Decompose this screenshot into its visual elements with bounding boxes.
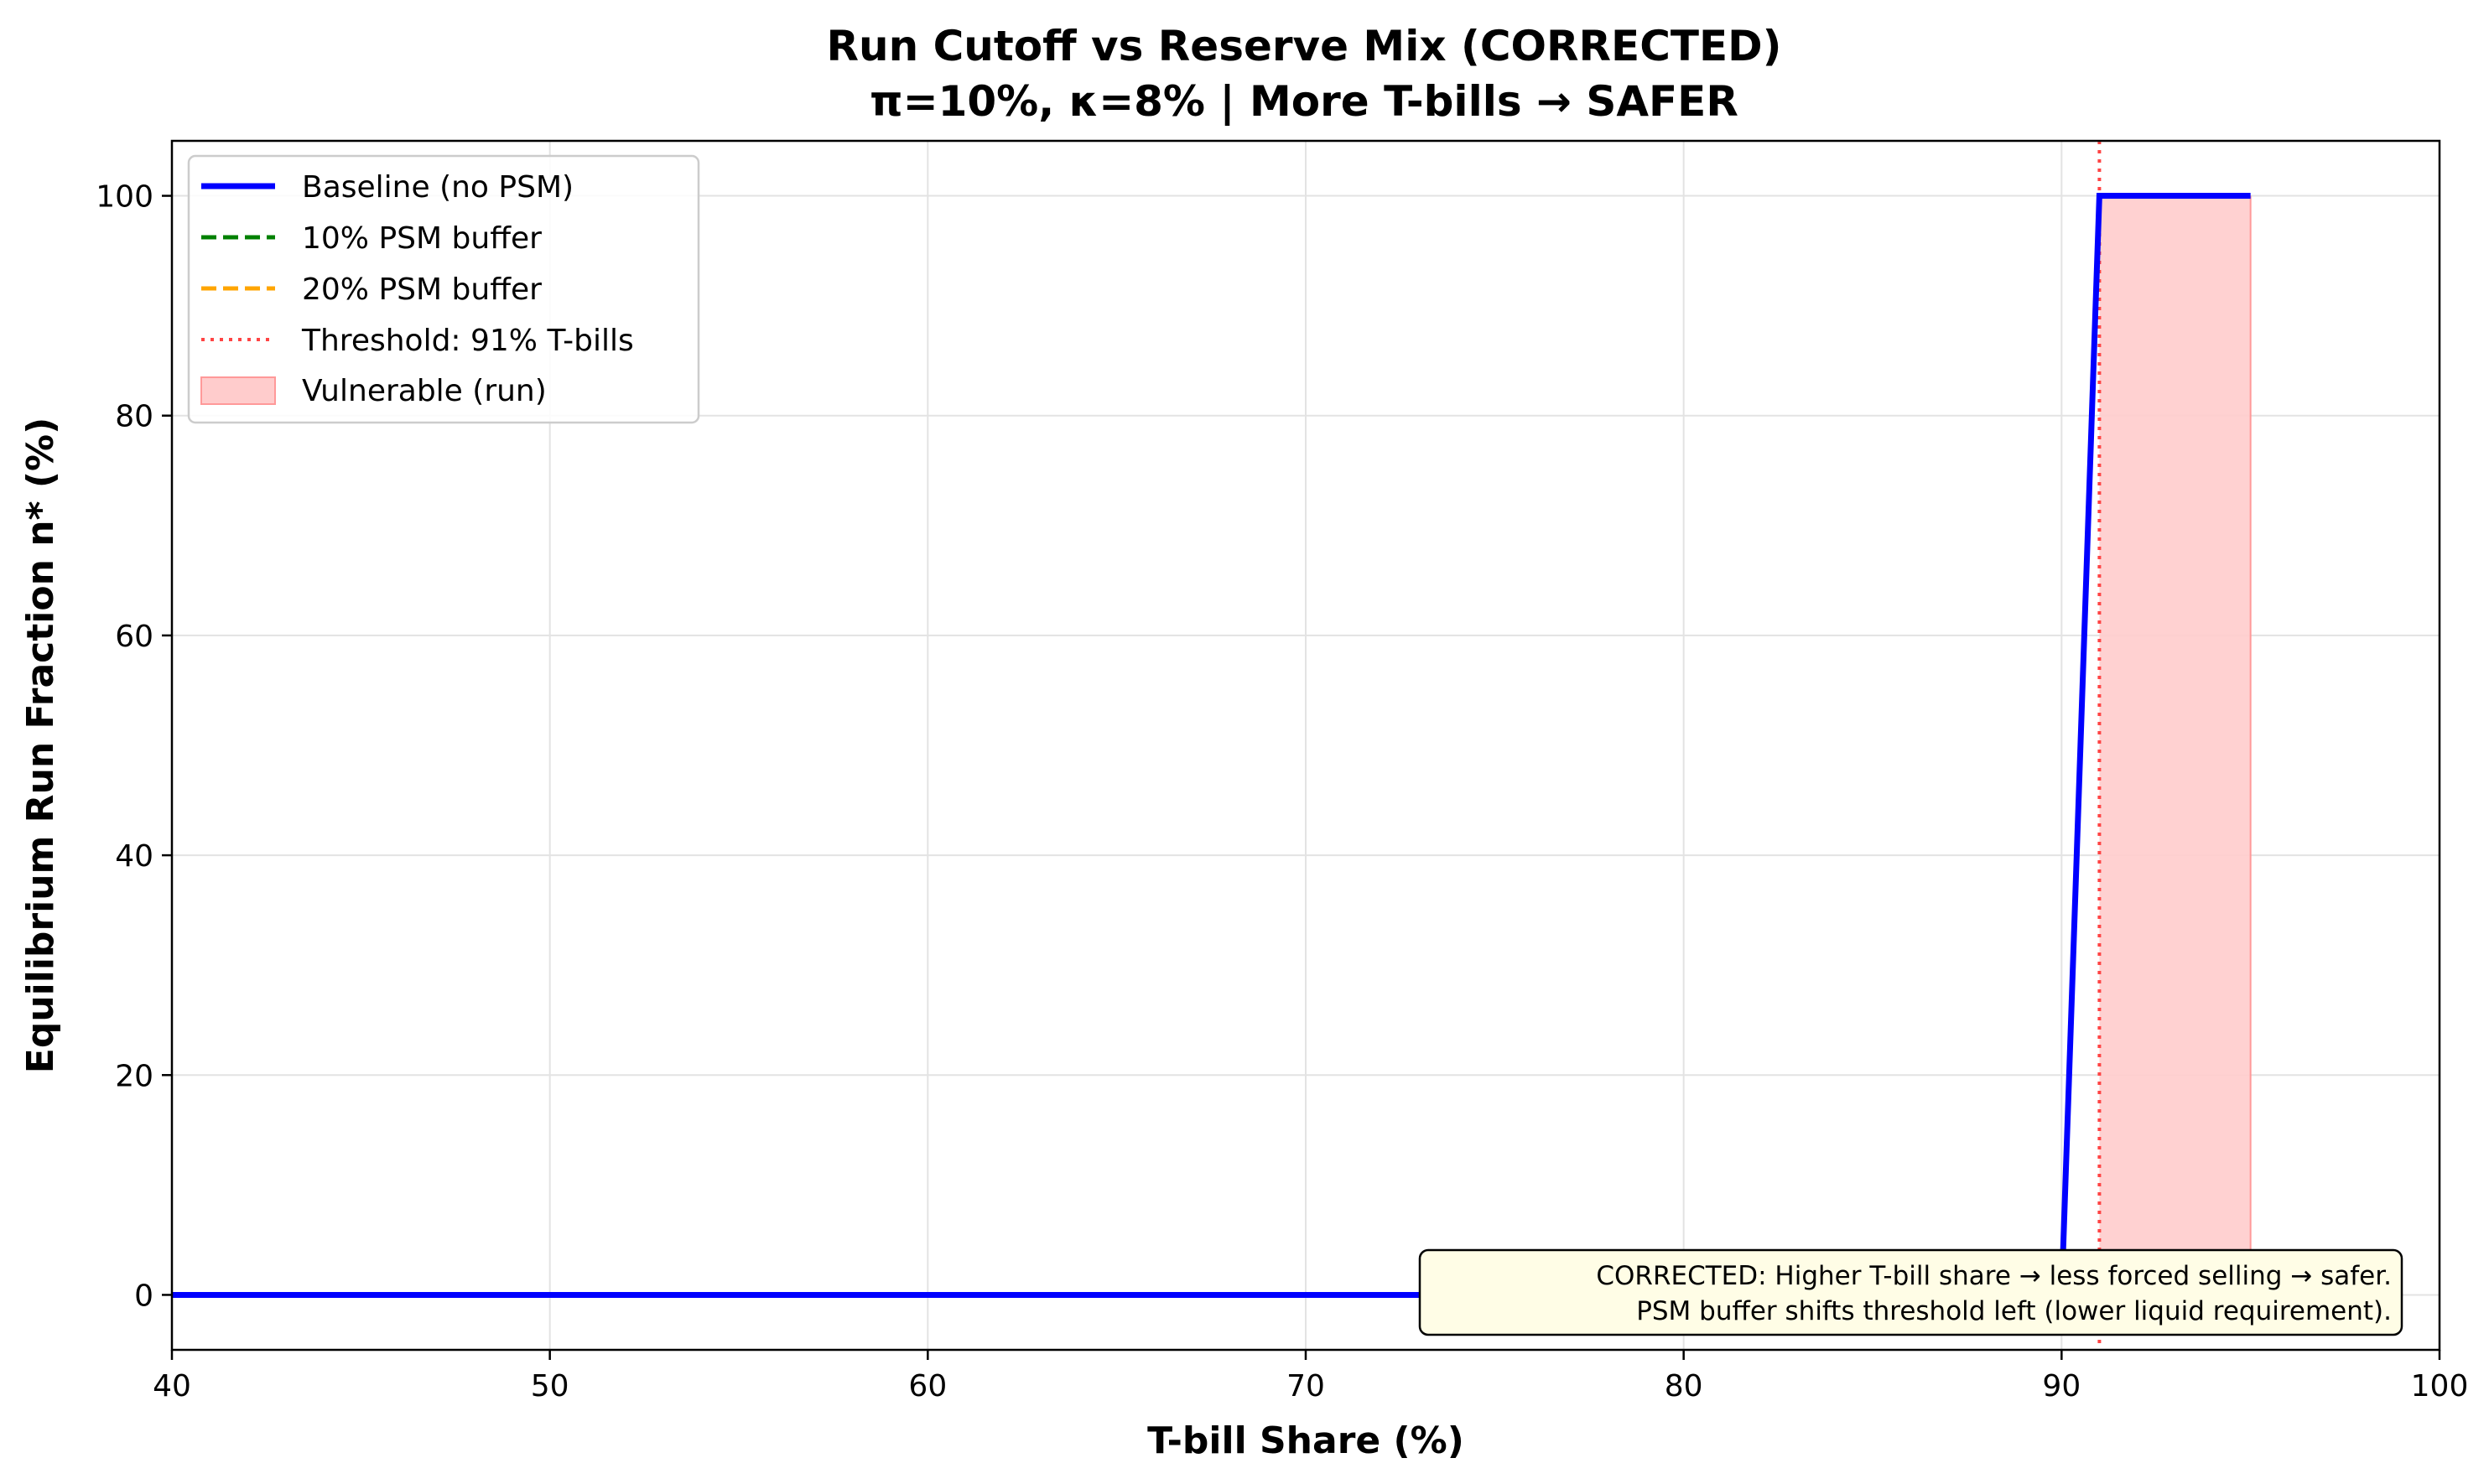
x-tick-label-50: 50 — [531, 1369, 569, 1404]
chart-title: Run Cutoff vs Reserve Mix (CORRECTED) — [826, 22, 1781, 70]
vulnerable-region — [2099, 195, 2251, 1295]
x-tick-label-70: 70 — [1286, 1369, 1325, 1404]
annotation-line-1: CORRECTED: Higher T-bill share → less fo… — [1596, 1261, 2392, 1291]
legend-label-psm20: 20% PSM buffer — [302, 272, 542, 307]
y-tick-label-0: 0 — [134, 1279, 153, 1313]
annotation-box: CORRECTED: Higher T-bill share → less fo… — [1418, 1248, 2403, 1336]
x-axis-label: T-bill Share (%) — [1147, 1419, 1464, 1462]
legend: Baseline (no PSM) 10% PSM buffer 20% PSM… — [187, 154, 700, 424]
annotation-background — [1418, 1248, 2403, 1336]
legend-label-threshold: Threshold: 91% T-bills — [301, 324, 634, 358]
x-tick-label-60: 60 — [908, 1369, 947, 1404]
y-tick-label-100: 100 — [96, 180, 153, 215]
x-tick-label-90: 90 — [2042, 1369, 2081, 1404]
x-tick-label-80: 80 — [1665, 1369, 1703, 1404]
legend-box — [187, 154, 700, 424]
annotation-line-2: PSM buffer shifts threshold left (lower … — [1636, 1296, 2392, 1326]
series-layer — [172, 193, 2251, 1298]
series-line-0 — [172, 193, 2251, 1298]
y-tick-label-20: 20 — [115, 1059, 153, 1093]
legend-label-baseline: Baseline (no PSM) — [302, 170, 574, 205]
chart-subtitle: π=10%, κ=8% | More T-bills → SAFER — [870, 77, 1738, 126]
shaded-region-layer — [2099, 195, 2252, 1295]
y-tick-label-40: 40 — [115, 839, 153, 874]
legend-swatch-vulnerable — [200, 376, 276, 405]
x-tick-label-40: 40 — [153, 1369, 191, 1404]
legend-label-psm10: 10% PSM buffer — [302, 221, 542, 256]
x-tick-label-100: 100 — [2411, 1369, 2469, 1404]
y-axis-label: Equilibrium Run Fraction n* (%) — [19, 418, 62, 1073]
y-tick-label-80: 80 — [115, 400, 153, 434]
y-tick-label-60: 60 — [115, 620, 153, 654]
axis-ticks: 40 50 60 70 80 90 100 0 20 40 60 80 100 — [96, 180, 2468, 1404]
legend-label-vulnerable: Vulnerable (run) — [302, 374, 547, 408]
